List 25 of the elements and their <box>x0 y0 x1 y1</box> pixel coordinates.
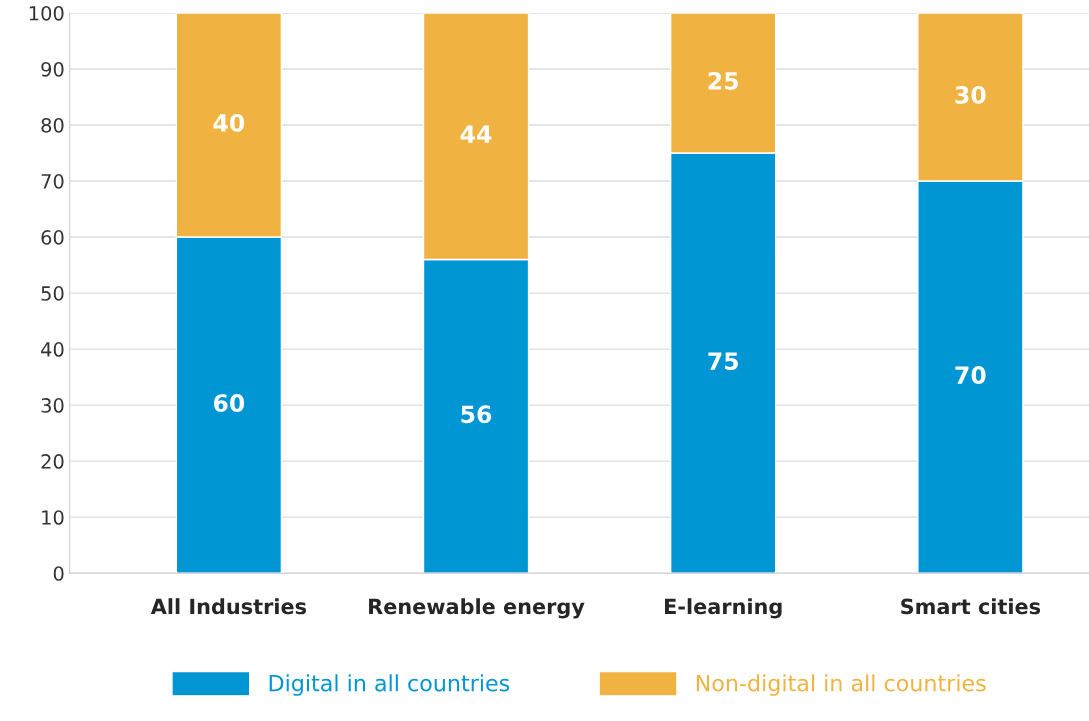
data-label: 60 <box>213 394 245 412</box>
x-tick-label: E-learning <box>665 598 782 619</box>
data-label: 25 <box>708 72 738 90</box>
data-label: 30 <box>955 86 986 104</box>
x-tick-label: Smart cities <box>901 598 1041 615</box>
y-tick-label: 60 <box>41 230 64 245</box>
data-label: 56 <box>461 405 492 424</box>
data-label: 40 <box>213 114 245 132</box>
data-label: 44 <box>460 125 492 143</box>
data-label: 70 <box>955 366 986 384</box>
y-tick-label: 30 <box>41 398 64 413</box>
y-tick-label: 90 <box>41 61 64 77</box>
y-tick-label: 80 <box>41 117 64 133</box>
y-tick-label: 40 <box>41 342 64 357</box>
y-tick-label: 70 <box>41 174 64 189</box>
y-tick-label: 0 <box>53 566 64 581</box>
data-label: 75 <box>708 352 738 370</box>
x-tick-label: Renewable energy <box>369 598 585 619</box>
legend-label: Non-digital in all countries <box>696 674 986 696</box>
x-tick-label: All Industries <box>150 598 307 615</box>
y-tick-label: 50 <box>41 286 64 301</box>
y-tick-label: 10 <box>42 510 64 525</box>
y-tick-label: 100 <box>29 5 64 21</box>
legend-label: Digital in all countries <box>269 674 510 696</box>
y-tick-label: 20 <box>41 454 64 469</box>
